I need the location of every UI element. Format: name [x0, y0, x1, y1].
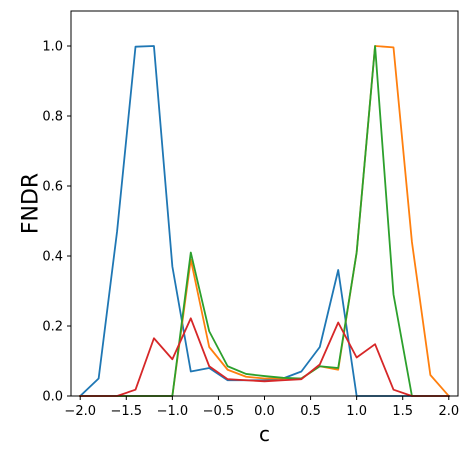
x-tick-label: 1.0	[346, 404, 367, 419]
x-tick-label: −1.5	[110, 404, 142, 419]
y-tick-label: 0.6	[42, 180, 63, 195]
y-axis: 0.0 0.2 0.4 0.6 0.8 1.0	[42, 40, 71, 405]
series-line-3	[79, 45, 450, 397]
y-tick-label: 1.0	[42, 40, 63, 55]
series-line-1	[78, 45, 450, 398]
axes-frame	[70, 10, 459, 397]
x-tick-label: 1.5	[392, 404, 413, 419]
series-line-4	[79, 317, 450, 397]
y-axis-title: FNDR	[19, 173, 44, 234]
x-tick-label: −2.0	[64, 404, 96, 419]
x-axis-title: c	[259, 422, 270, 446]
series-line-2	[79, 45, 451, 398]
x-axis: −2.0 −1.5 −1.0 −0.5 0.0 0.5 1.0 1.5 2.0	[64, 396, 459, 419]
x-tick-label: 0.0	[254, 404, 275, 419]
x-tick-label: −0.5	[203, 404, 235, 419]
x-tick-label: 2.0	[438, 404, 459, 419]
x-tick-label: −1.0	[157, 404, 189, 419]
y-tick-label: 0.0	[42, 390, 63, 405]
y-tick-label: 0.2	[42, 320, 63, 335]
plot-area	[78, 45, 451, 398]
y-tick-label: 0.4	[42, 250, 63, 265]
y-tick-label: 0.8	[42, 110, 63, 125]
x-tick-label: 0.5	[300, 404, 321, 419]
